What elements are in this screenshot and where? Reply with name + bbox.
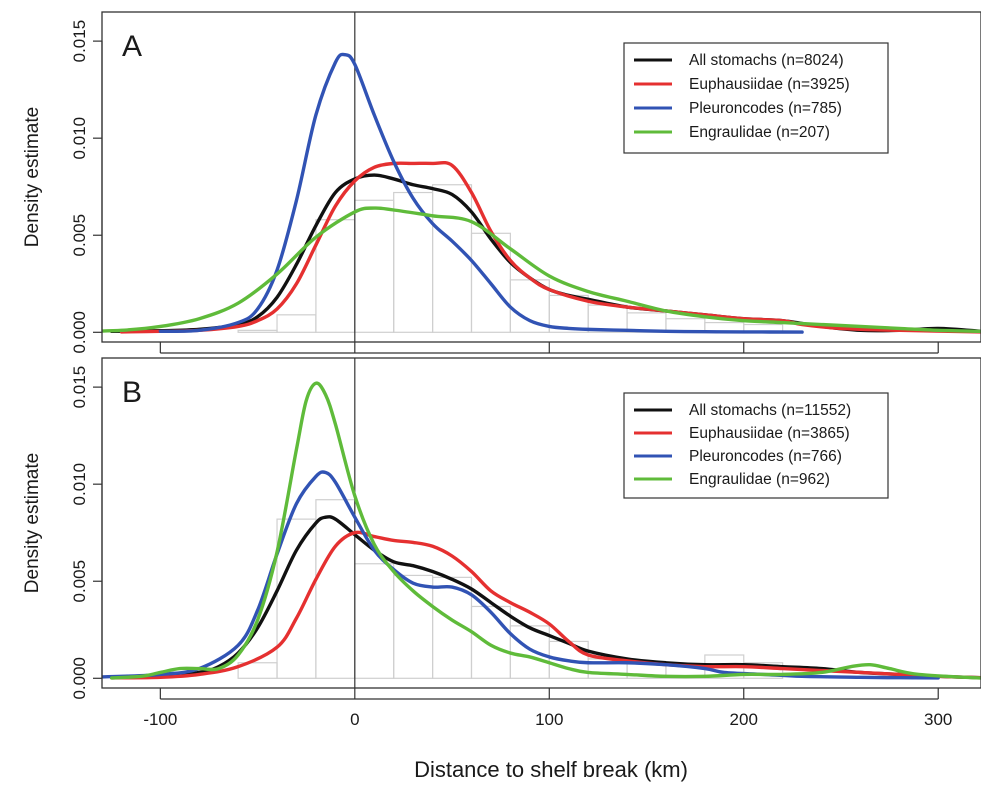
x-tick-label: 200 <box>730 710 758 729</box>
panel-b: -100 0 100 200 300 0.000 0.005 0.010 0.015 Dens… <box>22 357 981 729</box>
y-tick-label: 0.015 <box>70 20 89 63</box>
histogram-bar <box>470 605 511 679</box>
panel-label: A <box>122 30 142 63</box>
legend-label: Euphausiidae (n=3865) <box>689 425 850 442</box>
y-axis-label: Density estimate <box>22 107 43 247</box>
histogram-bar <box>276 518 317 679</box>
histogram-bar <box>315 499 356 679</box>
x-axis: -100 0 100 200 300 <box>143 688 952 729</box>
x-tick-label: -100 <box>143 710 177 729</box>
legend-label: Pleuroncodes (n=785) <box>689 100 842 117</box>
histogram-bar <box>354 199 395 333</box>
histogram-bar <box>743 662 784 679</box>
histogram-bar <box>354 563 395 679</box>
legend: All stomachs (n=11552) Euphausiidae (n=3… <box>623 392 889 499</box>
y-tick-label: 0.005 <box>70 214 89 257</box>
y-tick-label: 0.005 <box>70 560 89 603</box>
x-axis <box>159 342 939 354</box>
density-curve <box>110 515 981 680</box>
histogram-bar <box>237 329 278 333</box>
y-tick-label: 0.015 <box>70 366 89 409</box>
x-tick-label: 300 <box>924 710 952 729</box>
y-tick-label: 0.000 <box>70 311 89 354</box>
y-axis: 0.000 0.005 0.010 0.015 <box>70 20 103 354</box>
legend-label: Pleuroncodes (n=766) <box>689 448 842 465</box>
legend-label: All stomachs (n=11552) <box>689 402 851 419</box>
x-tick-label: 0 <box>350 710 359 729</box>
histogram-bar <box>276 314 317 333</box>
density-curve <box>110 173 981 334</box>
legend-box <box>623 42 889 154</box>
x-tick-label: 100 <box>535 710 563 729</box>
density-curve <box>158 52 804 334</box>
x-axis-label: Distance to shelf break (km) <box>414 757 688 782</box>
density-curve <box>102 206 981 334</box>
legend-label: All stomachs (n=8024) <box>689 52 844 69</box>
density-curve <box>110 530 981 680</box>
y-tick-label: 0.010 <box>70 117 89 160</box>
density-curves <box>102 52 981 334</box>
y-axis-label: Density estimate <box>22 453 43 593</box>
density-curve <box>102 470 940 680</box>
y-tick-label: 0.000 <box>70 657 89 700</box>
y-axis: 0.000 0.005 0.010 0.015 <box>70 366 103 700</box>
legend-label: Engraulidae (n=962) <box>689 471 830 488</box>
density-curve <box>119 160 981 334</box>
y-tick-label: 0.010 <box>70 463 89 506</box>
panel-label: B <box>122 376 142 409</box>
density-curve <box>110 381 981 680</box>
density-curves <box>102 381 981 680</box>
legend: All stomachs (n=8024) Euphausiidae (n=39… <box>623 42 889 154</box>
legend-label: Euphausiidae (n=3925) <box>689 76 850 93</box>
legend-label: Engraulidae (n=207) <box>689 124 830 141</box>
